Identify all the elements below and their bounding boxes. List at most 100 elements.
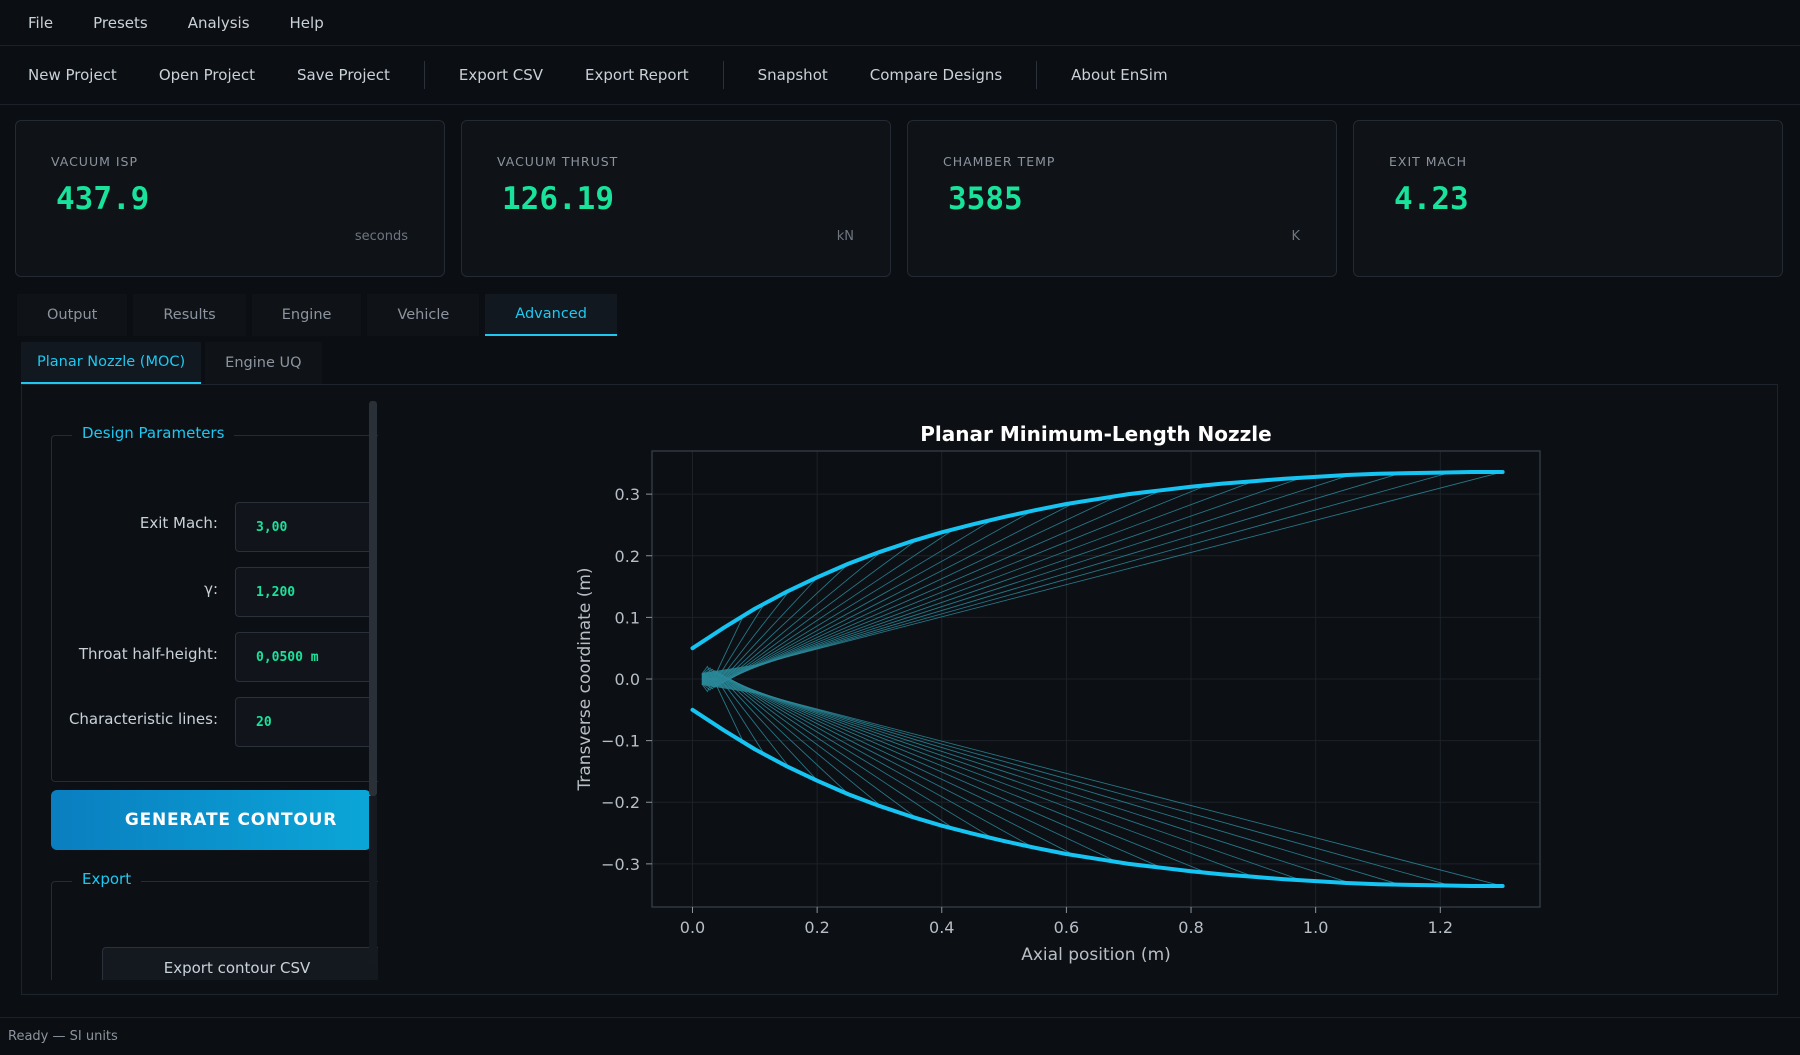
scrollbar-thumb[interactable] — [369, 401, 377, 796]
characteristic-line — [701, 680, 1208, 874]
subtab-engine-uq[interactable]: Engine UQ — [205, 342, 322, 384]
x-tick-label: 0.8 — [1178, 918, 1203, 937]
y-tick-label: −0.3 — [601, 855, 640, 874]
throat-half-height-input[interactable]: 0,0500 m — [235, 632, 375, 682]
metric-unit: seconds — [354, 229, 408, 244]
snapshot-button[interactable]: Snapshot — [757, 66, 828, 84]
metric-card-vacuum-isp: VACUUM ISP 437.9 seconds — [15, 120, 445, 277]
exit-mach-label: Exit Mach: — [139, 514, 218, 532]
toolbar-divider — [1036, 61, 1038, 89]
toolbar-divider — [722, 61, 724, 89]
tab-vehicle[interactable]: Vehicle — [367, 294, 480, 336]
save-project-button[interactable]: Save Project — [296, 66, 390, 84]
characteristic-line — [701, 681, 1255, 878]
metric-value: 126.19 — [502, 181, 614, 217]
characteristic-line — [701, 603, 765, 691]
y-tick-label: 0.3 — [615, 485, 640, 504]
open-project-button[interactable]: Open Project — [158, 66, 255, 84]
parameters-pane: Design Parameters Exit Mach: 3,00 γ: 1,2… — [22, 385, 378, 980]
menu-help[interactable]: Help — [289, 13, 324, 32]
characteristic-lines-label: Characteristic lines: — [68, 710, 218, 728]
exit-mach-input[interactable]: 3,00 — [235, 502, 375, 552]
export-contour-csv-button[interactable]: Export contour CSV — [102, 947, 378, 980]
metric-label: EXIT MACH — [1389, 154, 1468, 169]
characteristic-line — [701, 682, 1351, 884]
chart-title: Planar Minimum-Length Nozzle — [920, 422, 1271, 446]
y-tick-label: 0.2 — [615, 547, 640, 566]
nozzle-walls — [690, 469, 1505, 889]
y-tick-label: 0.1 — [615, 608, 640, 627]
subtab-planar-nozzle[interactable]: Planar Nozzle (MOC) — [21, 342, 202, 384]
metric-card-exit-mach: EXIT MACH 4.23 — [1353, 120, 1783, 277]
x-axis-label: Axial position (m) — [1021, 945, 1171, 965]
characteristic-line — [701, 484, 1208, 678]
menu-analysis[interactable]: Analysis — [187, 13, 250, 32]
characteristic-line — [701, 678, 1034, 848]
scrollbar-track — [369, 796, 377, 964]
metric-card-vacuum-thrust: VACUUM THRUST 126.19 kN — [461, 120, 891, 277]
metric-card-chamber-temp: CHAMBER TEMP 3585 K — [907, 120, 1337, 277]
design-parameters-group: Design Parameters — [51, 424, 378, 782]
sub-tabs: Planar Nozzle (MOC) Engine UQ — [21, 342, 326, 385]
characteristic-line — [701, 683, 1452, 887]
menu-bar: File Presets Analysis Help — [0, 0, 1800, 46]
lower-wall-line — [690, 707, 1505, 889]
y-axis-ticks: −0.3 −0.2 −0.1 0.0 0.1 0.2 0.3 — [601, 485, 652, 874]
characteristic-line — [701, 679, 1118, 863]
characteristic-line — [701, 682, 1401, 886]
tab-engine[interactable]: Engine — [251, 294, 362, 336]
x-tick-label: 0.0 — [680, 918, 705, 937]
new-project-button[interactable]: New Project — [28, 66, 117, 84]
metric-value: 437.9 — [56, 181, 150, 217]
characteristic-line — [701, 471, 1452, 675]
metric-unit: K — [1291, 229, 1300, 244]
characteristic-line — [701, 665, 744, 743]
y-tick-label: −0.1 — [601, 732, 640, 751]
menu-presets[interactable]: Presets — [93, 13, 148, 32]
tab-results[interactable]: Results — [133, 294, 246, 336]
characteristic-line — [701, 681, 1302, 881]
metric-label: VACUUM THRUST — [497, 154, 619, 169]
about-button[interactable]: About EnSim — [1071, 66, 1168, 84]
status-bar: Ready — SI units — [0, 1017, 1800, 1055]
menu-file[interactable]: File — [28, 13, 54, 32]
upper-wall-line — [690, 469, 1505, 651]
tab-advanced[interactable]: Advanced — [485, 294, 617, 336]
y-tick-label: −0.2 — [601, 793, 640, 812]
export-title: Export — [72, 870, 142, 888]
characteristic-line — [701, 471, 1503, 674]
tab-output[interactable]: Output — [17, 294, 128, 336]
characteristic-line — [701, 489, 1163, 678]
main-tabs: Output Results Engine Vehicle Advanced — [17, 294, 623, 338]
x-tick-label: 0.2 — [804, 918, 829, 937]
metric-value: 3585 — [948, 181, 1023, 217]
toolbar-divider — [423, 61, 425, 89]
characteristic-line — [701, 615, 744, 693]
chart-grid — [652, 451, 1540, 907]
characteristic-line — [701, 474, 1351, 676]
gamma-label: γ: — [204, 580, 218, 598]
x-tick-label: 0.4 — [929, 918, 954, 937]
nozzle-panel: Design Parameters Exit Mach: 3,00 γ: 1,2… — [21, 384, 1778, 995]
export-group: Export — [51, 870, 378, 980]
compare-designs-button[interactable]: Compare Designs — [869, 66, 1003, 84]
throat-half-height-label: Throat half-height: — [78, 645, 218, 663]
y-tick-label: 0.0 — [615, 670, 640, 689]
characteristic-line — [701, 472, 1401, 676]
generate-contour-button[interactable]: GENERATE CONTOUR — [51, 790, 371, 850]
x-tick-label: 1.0 — [1303, 918, 1328, 937]
characteristic-line — [701, 684, 1503, 887]
export-report-button[interactable]: Export Report — [585, 66, 689, 84]
metric-label: CHAMBER TEMP — [943, 154, 1056, 169]
toolbar: New Project Open Project Save Project Ex… — [0, 46, 1800, 105]
characteristic-line — [701, 502, 1075, 679]
characteristic-line — [701, 477, 1302, 677]
design-parameters-title: Design Parameters — [72, 424, 235, 442]
characteristic-lines-input[interactable]: 20 — [235, 697, 375, 747]
export-csv-button[interactable]: Export CSV — [458, 66, 544, 84]
x-tick-label: 0.6 — [1054, 918, 1079, 937]
x-tick-label: 1.2 — [1428, 918, 1453, 937]
metric-unit: kN — [836, 229, 854, 244]
gamma-input[interactable]: 1,200 — [235, 567, 375, 617]
characteristic-lines — [701, 471, 1503, 887]
